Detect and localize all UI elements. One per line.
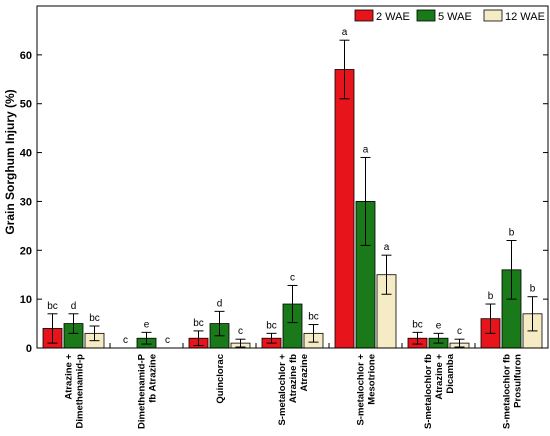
category-label: Atrazine + Dimethenamid-p xyxy=(64,354,86,429)
category-label-line: S-metalochlor fb xyxy=(502,354,513,429)
significance-letter: c xyxy=(457,326,462,337)
category-label-line: fb Atrazine xyxy=(148,354,159,403)
significance-letter: d xyxy=(217,298,223,309)
category-label: S-metalochlor fb Atrazine + Dicamba xyxy=(423,353,456,429)
y-axis-title: Grain Sorghum Injury (%) xyxy=(3,89,17,234)
category-label: Dimethenamid-P fb Atrazine xyxy=(137,353,159,429)
category-label-line: Dimethenamid-P xyxy=(137,353,148,429)
category-label-line: Atrazine + xyxy=(64,354,75,400)
significance-letter: e xyxy=(144,319,150,330)
significance-letter: a xyxy=(384,242,390,253)
significance-letter: b xyxy=(509,228,515,239)
category-label: S-metalochlor + Atrazine fb Atrazine xyxy=(277,354,310,426)
category-label-line: Dicamba xyxy=(445,353,456,393)
significance-letter: c xyxy=(238,326,243,337)
significance-letter: bc xyxy=(308,312,319,323)
category-label-line: Atrazine + xyxy=(434,354,445,400)
y-tick-label: 30 xyxy=(20,196,32,208)
category-label-line: Atrazine xyxy=(299,354,310,391)
legend-label: 2 WAE xyxy=(376,11,410,23)
category-label-line: S-metalochlor + xyxy=(356,354,367,426)
category-label-line: Atrazine fb xyxy=(288,354,299,403)
legend-label: 5 WAE xyxy=(438,11,472,23)
significance-letter: c xyxy=(123,335,128,346)
bar-2-wae xyxy=(334,69,355,349)
legend-swatch xyxy=(483,9,503,22)
legend-label: 12 WAE xyxy=(505,11,545,23)
significance-letter: c xyxy=(165,335,170,346)
category-label: S-metalochlor + Mesotrione xyxy=(356,354,378,426)
category-label-line: S-metalochlor + xyxy=(277,354,288,426)
y-tick-label: 10 xyxy=(20,294,32,306)
category-label: S-metalochlor fb Prosulfuron xyxy=(502,354,524,429)
significance-letter: e xyxy=(436,320,442,331)
legend-swatch xyxy=(416,9,436,22)
significance-letter: bc xyxy=(47,301,58,312)
category-label-line: Mesotrione xyxy=(367,354,378,405)
y-tick-label: 20 xyxy=(20,245,32,257)
significance-letter: d xyxy=(71,301,77,312)
significance-letter: bc xyxy=(412,319,423,330)
legend: 2 WAE 5 WAE 12 WAE xyxy=(354,9,545,23)
axes-layer: 0 10 20 30 40 50 60 xyxy=(20,5,549,355)
category-label-line: Dimethenamid-p xyxy=(75,354,86,429)
significance-letter: bc xyxy=(193,318,204,329)
bars-layer xyxy=(42,39,543,349)
category-label-line: Quinclorac xyxy=(215,354,226,404)
legend-swatch xyxy=(354,9,374,22)
category-label-line: S-metalochlor fb xyxy=(423,354,434,429)
significance-letter: bc xyxy=(266,320,277,331)
significance-letter: a xyxy=(363,144,369,155)
significance-letter: b xyxy=(488,291,494,302)
y-tick-label: 50 xyxy=(20,99,32,111)
plot-frame xyxy=(36,5,549,349)
category-label-line: Prosulfuron xyxy=(513,354,524,408)
significance-letter: a xyxy=(342,27,348,38)
y-tick-label: 40 xyxy=(20,148,32,160)
y-tick-label: 60 xyxy=(20,50,32,62)
significance-letter: c xyxy=(290,272,295,283)
significance-letter: bc xyxy=(89,313,100,324)
y-tick-label: 0 xyxy=(26,343,32,355)
category-label: Quinclorac xyxy=(215,354,226,404)
significance-letter: b xyxy=(530,284,536,295)
